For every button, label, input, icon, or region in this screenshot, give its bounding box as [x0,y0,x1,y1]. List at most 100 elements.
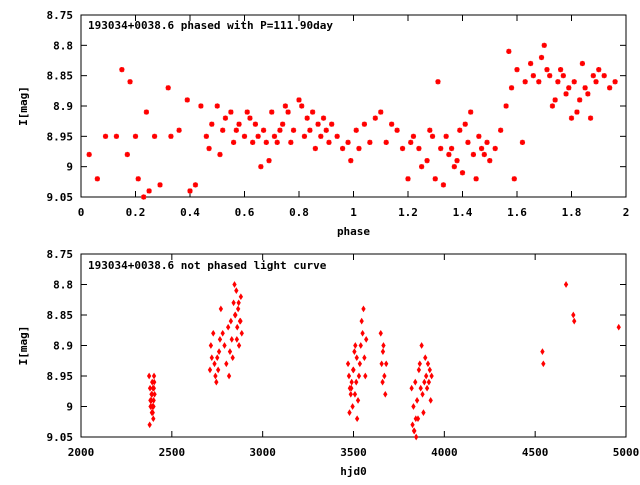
data-point [346,372,352,380]
data-point [423,354,428,362]
data-point [132,133,139,139]
chart-panel-2: 2000 2500 3000 3500 4000 4500 5000 8.75 8.8 8.85 8… [17,248,639,478]
data-point [424,372,429,380]
data-point [290,127,297,133]
data-point [234,287,239,294]
data-point [198,103,204,109]
x-tick-label: 1.2 [398,206,418,219]
data-point [359,317,364,325]
data-point [222,342,227,349]
x-tick-label: 1.8 [562,206,582,219]
data-point [492,145,498,152]
data-point [568,115,575,121]
data-point [299,103,305,109]
data-point [236,299,241,307]
data-point [585,91,591,97]
y-tick-label: 9.05 [47,191,74,204]
data-point [410,421,415,429]
data-point [208,342,214,349]
data-point [244,109,250,115]
chart-title: 193034+0038.6 phased with P=111.90day [88,19,333,32]
y-tick-label: 9 [66,401,73,414]
data-point [435,79,441,85]
data-point [349,378,354,386]
data-point [590,73,596,79]
data-point [552,97,558,103]
data-point [424,384,430,392]
data-point [345,139,351,145]
x-tick-label: 0.8 [289,206,309,219]
data-point [149,397,154,404]
data-point [577,97,583,103]
data-point [263,139,269,145]
data-point [217,336,223,343]
data-point [457,127,463,133]
data-point [563,281,569,288]
data-point [212,360,217,368]
data-point [232,281,237,288]
data-point [541,42,547,48]
data-point [151,384,157,392]
data-point [363,372,368,380]
data-point [229,336,234,343]
data-point [215,354,220,362]
data-point [511,176,517,182]
data-point [414,433,419,441]
data-point [465,139,471,145]
data-point [102,133,109,139]
data-point [560,73,566,79]
data-point [238,293,244,301]
data-point [411,427,417,435]
data-point [519,139,526,145]
data-point [151,372,157,380]
data-point [555,79,561,85]
data-point [443,133,449,139]
data-point [127,79,133,85]
data-point [451,164,457,170]
data-point [420,390,425,398]
data-point [348,390,353,398]
data-point [288,139,294,145]
data-point [410,133,417,139]
data-point [364,336,369,343]
data-point [206,145,212,152]
data-point [232,311,238,319]
data-point [378,109,384,115]
data-point [438,145,444,152]
data-point [238,317,243,325]
data-point [384,360,389,368]
data-point [372,115,378,121]
data-point [563,91,569,97]
data-point [141,194,147,200]
data-point [352,390,358,398]
data-point [218,305,224,313]
x-tick-label: 2000 [68,446,95,459]
data-point [508,85,515,91]
data-point [247,115,253,121]
data-point [266,158,272,164]
data-point [271,133,278,139]
data-point [399,145,406,152]
data-point [601,73,607,79]
data-point [151,415,156,423]
data-point [454,158,460,164]
y-axis-label: I[mag] [17,326,30,366]
data-point [429,372,434,380]
data-point [528,60,534,67]
data-point [409,384,414,392]
data-point [304,115,310,121]
data-point [318,133,324,139]
data-point [422,378,427,386]
x-tick-label: 1.4 [453,206,473,219]
data-point [209,354,214,362]
data-point [147,421,152,429]
data-point [468,109,474,115]
data-point [411,403,416,410]
data-point [506,48,512,54]
data-point [380,348,386,355]
data-point [326,139,332,145]
data-point [211,329,216,337]
data-point [220,329,225,337]
data-point [280,121,286,127]
data-point [233,127,239,133]
